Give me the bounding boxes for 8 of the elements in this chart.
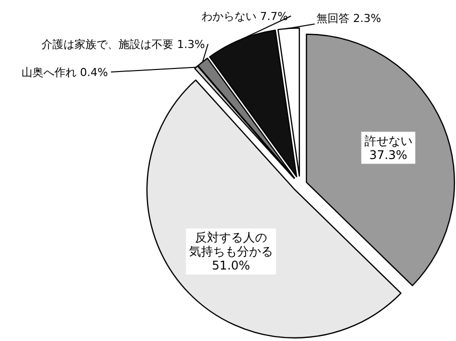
slice-label: 介護は家族で、施設は不要 1.3% bbox=[42, 38, 205, 51]
data-label: 37.3% bbox=[369, 148, 408, 162]
slice-label: 無回答 2.3% bbox=[316, 12, 382, 25]
slice-label: 山奥へ作れ 0.4% bbox=[22, 66, 108, 79]
slice-label: わからない 7.7% bbox=[202, 10, 288, 23]
slice-label: 反対する人の気持ちも分かる bbox=[188, 230, 273, 258]
slice-label: 許せない bbox=[364, 134, 412, 148]
data-label: 51.0% bbox=[212, 258, 250, 272]
